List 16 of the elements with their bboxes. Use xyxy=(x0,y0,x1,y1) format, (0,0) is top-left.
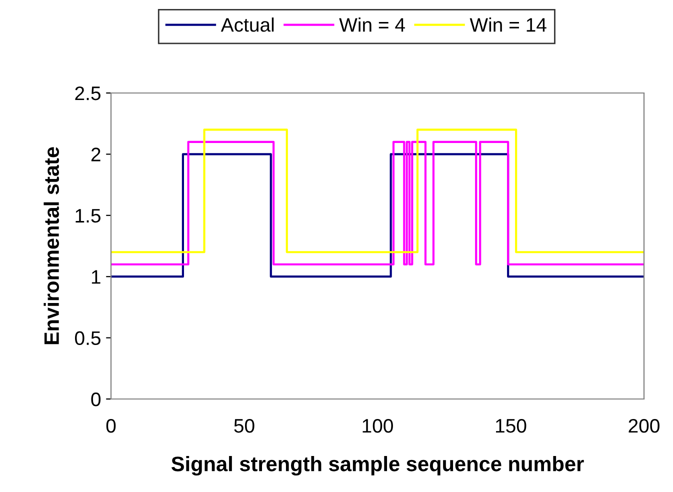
legend-label: Win = 14 xyxy=(470,18,546,32)
x-tick-label: 100 xyxy=(362,418,393,433)
y-tick-label: 0.5 xyxy=(75,331,100,346)
x-tick-label: 200 xyxy=(628,418,660,433)
y-tick-label: 1 xyxy=(92,270,100,284)
y-tick-label: 1.5 xyxy=(76,209,100,223)
x-tick-label: 50 xyxy=(234,418,254,433)
legend-label: Win = 4 xyxy=(339,18,405,32)
x-axis-title: Signal strength sample sequence number xyxy=(171,456,584,476)
x-tick-label: 0 xyxy=(106,418,116,433)
y-tick-label: 0 xyxy=(91,392,101,406)
y-tick-label: 2 xyxy=(91,148,100,162)
y-axis-title: Environmental state xyxy=(44,147,60,344)
legend-label: Actual xyxy=(220,18,274,32)
x-tick-label: 150 xyxy=(496,418,526,433)
y-tick-label: 2.5 xyxy=(75,86,100,100)
